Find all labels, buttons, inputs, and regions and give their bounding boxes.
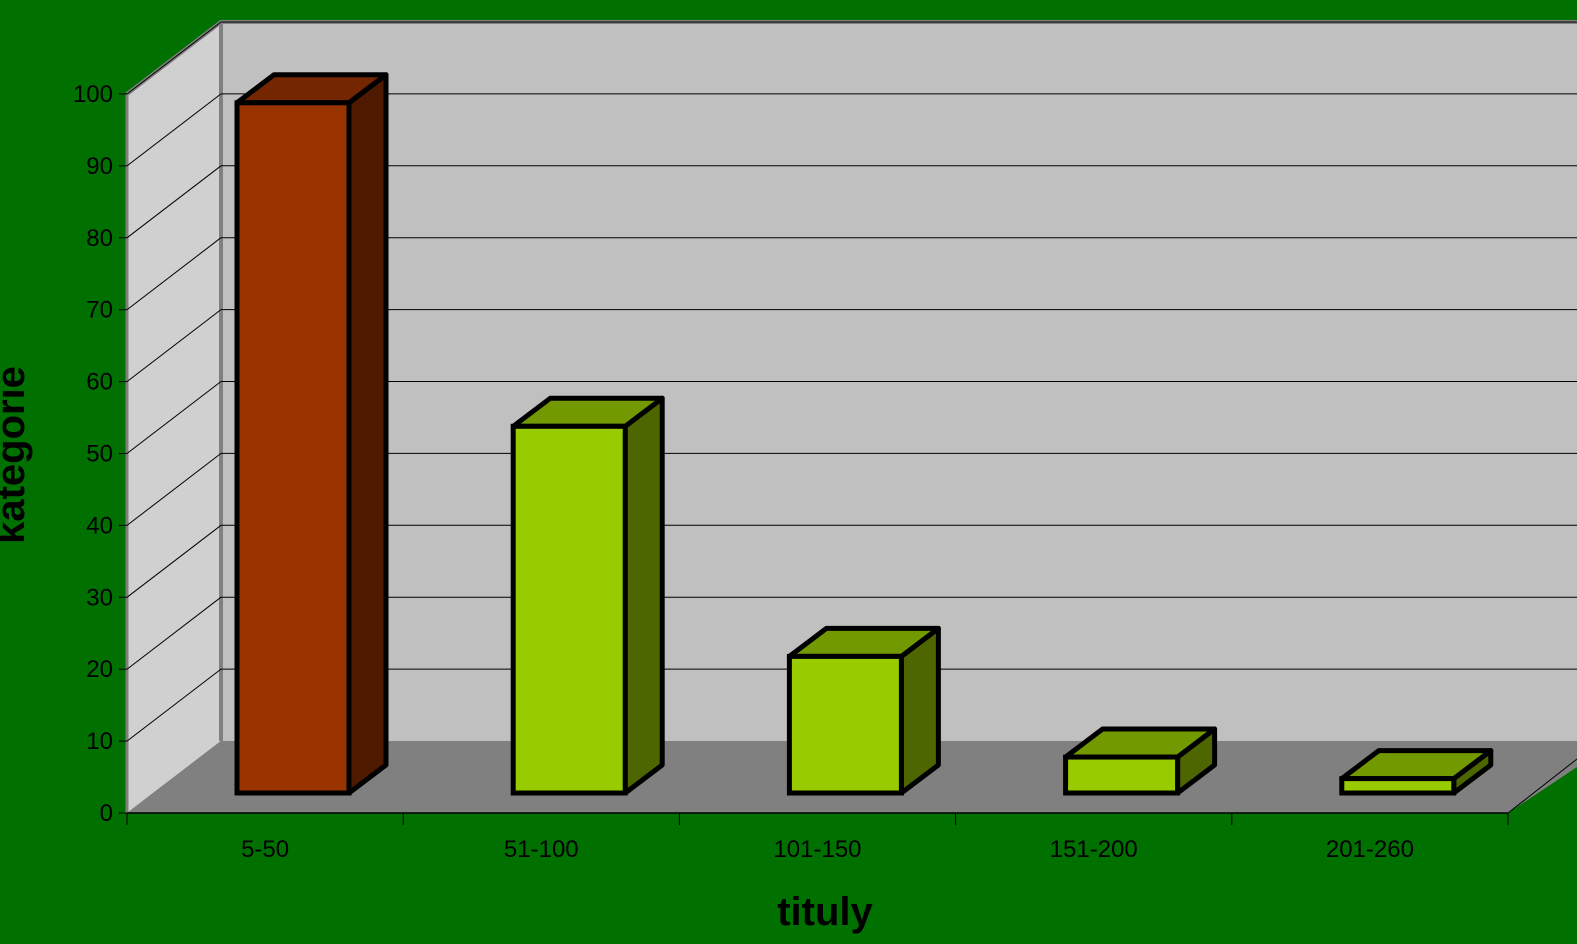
y-tick-label: 10 (86, 728, 113, 755)
gridline-side (126, 165, 222, 239)
bar-front (510, 423, 628, 796)
bar-51-100 (510, 395, 665, 796)
y-tick-label: 30 (86, 584, 113, 611)
x-tick-label: 51-100 (504, 836, 579, 863)
bar-front (234, 100, 352, 796)
y-tick-label: 0 (100, 800, 113, 827)
y-tick-label: 20 (86, 656, 113, 683)
gridlines (126, 21, 1577, 742)
floor-right-edge (1507, 758, 1577, 814)
y-tick-label: 50 (86, 441, 113, 468)
y-tick-label: 60 (86, 369, 113, 396)
bar-side (346, 72, 389, 796)
y-tick-label: 40 (86, 512, 113, 539)
x-tick-label: 151-200 (1050, 836, 1138, 863)
gridline-side (126, 381, 222, 454)
y-axis-title: kategorie (0, 366, 33, 544)
y-tick-label: 90 (86, 153, 113, 180)
x-axis-ticks: 5-50 51-100 101-150 151-200 201-260 (126, 758, 1577, 863)
y-tick-label: 80 (86, 225, 113, 252)
y-axis-ticks: 0 10 20 30 40 50 60 70 80 90 100 (73, 81, 127, 827)
gridline-side (126, 93, 222, 167)
bars (234, 72, 1494, 796)
bar-front (786, 653, 904, 796)
gridline-side (126, 21, 222, 95)
bar-front (1063, 754, 1181, 796)
bar-5-50 (234, 72, 389, 796)
gridline-side (126, 524, 222, 598)
x-tick-label: 101-150 (773, 836, 861, 863)
gridline-side (126, 668, 222, 742)
x-tick-label: 201-260 (1326, 836, 1414, 863)
gridline-side (126, 237, 222, 311)
bar-151-200 (1063, 726, 1218, 796)
bar-201-260 (1339, 748, 1494, 796)
y-tick-label: 100 (73, 81, 113, 108)
bar-side (622, 395, 665, 796)
gridline-side (126, 453, 222, 526)
bar-101-150 (786, 625, 941, 796)
y-tick-label: 70 (86, 297, 113, 324)
gridline-side (126, 596, 222, 670)
gridline-side (126, 309, 222, 382)
x-axis-title: tituly (777, 890, 873, 934)
bar-front (1339, 776, 1457, 796)
x-tick-label: 5-50 (241, 836, 289, 863)
